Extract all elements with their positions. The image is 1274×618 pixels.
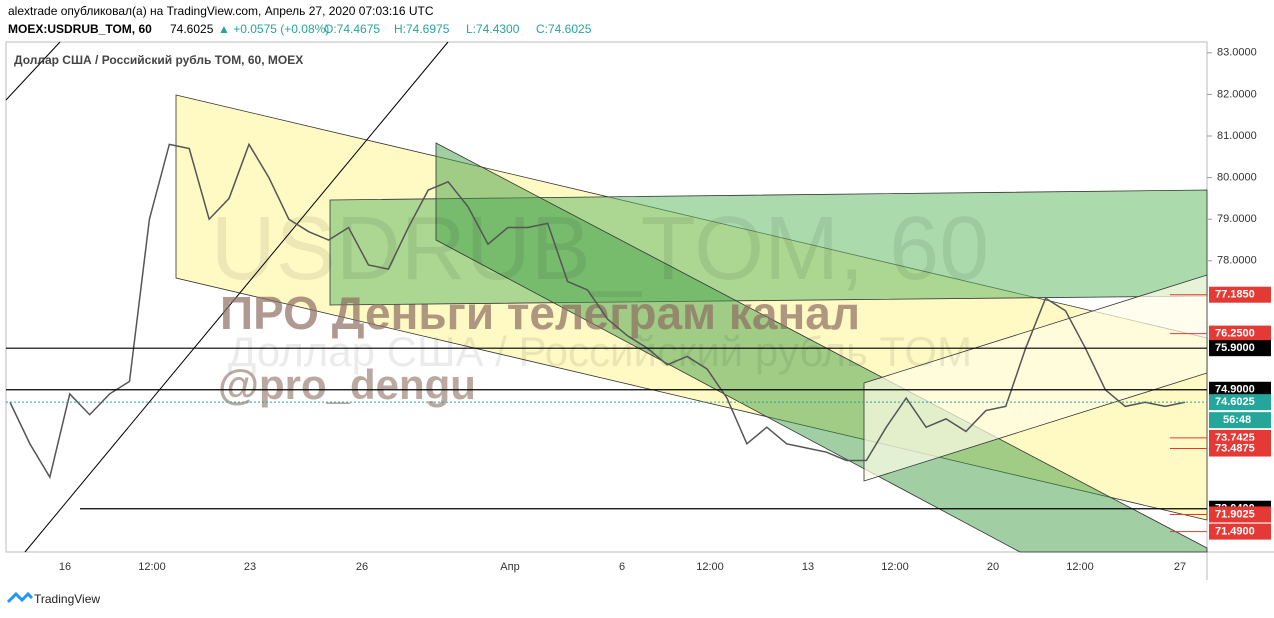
brand: TradingView (34, 592, 100, 606)
x-tick-label: 12:00 (138, 561, 166, 573)
legend: Доллар США / Российский рубль TOM, 60, M… (14, 53, 303, 67)
level-label: 71.4900 (1215, 526, 1255, 538)
low: L:74.4300 (466, 22, 520, 36)
level-badge (1209, 523, 1271, 540)
change: ▲ +0.0575 (+0.08%) (218, 22, 329, 36)
level-label: 76.2500 (1215, 328, 1255, 340)
drawings (5, 41, 1208, 553)
level-label: 75.9000 (1215, 342, 1255, 354)
x-tick-label: 23 (244, 561, 256, 573)
x-tick-label: Апр (500, 561, 519, 573)
x-tick-label: 20 (987, 561, 999, 573)
tv-logo (6, 591, 34, 604)
countdown-badge (1209, 412, 1271, 429)
green-channel (435, 142, 1208, 553)
x-tick-label: 12:00 (1066, 561, 1094, 573)
x-tick-label: 27 (1174, 561, 1186, 573)
level-badge (1209, 381, 1271, 398)
x-tick-label: 12:00 (881, 561, 909, 573)
level-label: 74.9000 (1215, 384, 1255, 396)
x-tick-label: 16 (59, 561, 71, 573)
level-badge (1209, 325, 1271, 342)
overlay-handle: @pro_dengu (218, 361, 476, 408)
watermarks: USDRUB_TOM, 60 Доллар США / Российский р… (211, 199, 990, 408)
trend-line (24, 41, 449, 553)
x-tick-label: 6 (619, 561, 625, 573)
symbol: MOEX:USDRUB_TOM, 60 (8, 22, 152, 36)
y-tick-label: 81.0000 (1217, 130, 1257, 142)
level-badge (1209, 394, 1271, 411)
y-tick-label: 83.0000 (1217, 47, 1257, 59)
x-tick-label: 26 (356, 561, 368, 573)
x-tick-label: 13 (802, 561, 814, 573)
y-tick-label: 80.0000 (1217, 172, 1257, 184)
level-label: 71.9025 (1215, 508, 1255, 520)
level-badge (1209, 506, 1271, 523)
level-label: 73.4875 (1215, 442, 1255, 454)
countdown: 56:48 (1223, 414, 1251, 426)
high: H:74.6975 (394, 22, 450, 36)
light-channel (863, 274, 1208, 482)
level-badge (1209, 340, 1271, 357)
watermark-desc: Доллар США / Российский рубль TOM (228, 328, 972, 375)
overlay-title: ПРО Деньги телеграм канал (220, 287, 860, 339)
last: 74.6025 (170, 22, 214, 36)
watermark-symbol: USDRUB_TOM, 60 (211, 199, 990, 299)
x-tick-label: 12:00 (696, 561, 724, 573)
close: C:74.6025 (536, 22, 592, 36)
level-badge (1209, 286, 1271, 303)
level-badge (1209, 440, 1271, 457)
open: O:74.4675 (324, 22, 380, 36)
level-label: 77.1850 (1215, 289, 1255, 301)
price-line (9, 142, 1186, 480)
author-line: alextrade опубликовал(а) на TradingView.… (8, 4, 434, 18)
y-tick-label: 79.0000 (1217, 213, 1257, 225)
y-tick-label: 78.0000 (1217, 255, 1257, 267)
level-label: 74.6025 (1215, 396, 1255, 408)
y-tick-label: 82.0000 (1217, 88, 1257, 100)
trend-line (5, 41, 61, 101)
